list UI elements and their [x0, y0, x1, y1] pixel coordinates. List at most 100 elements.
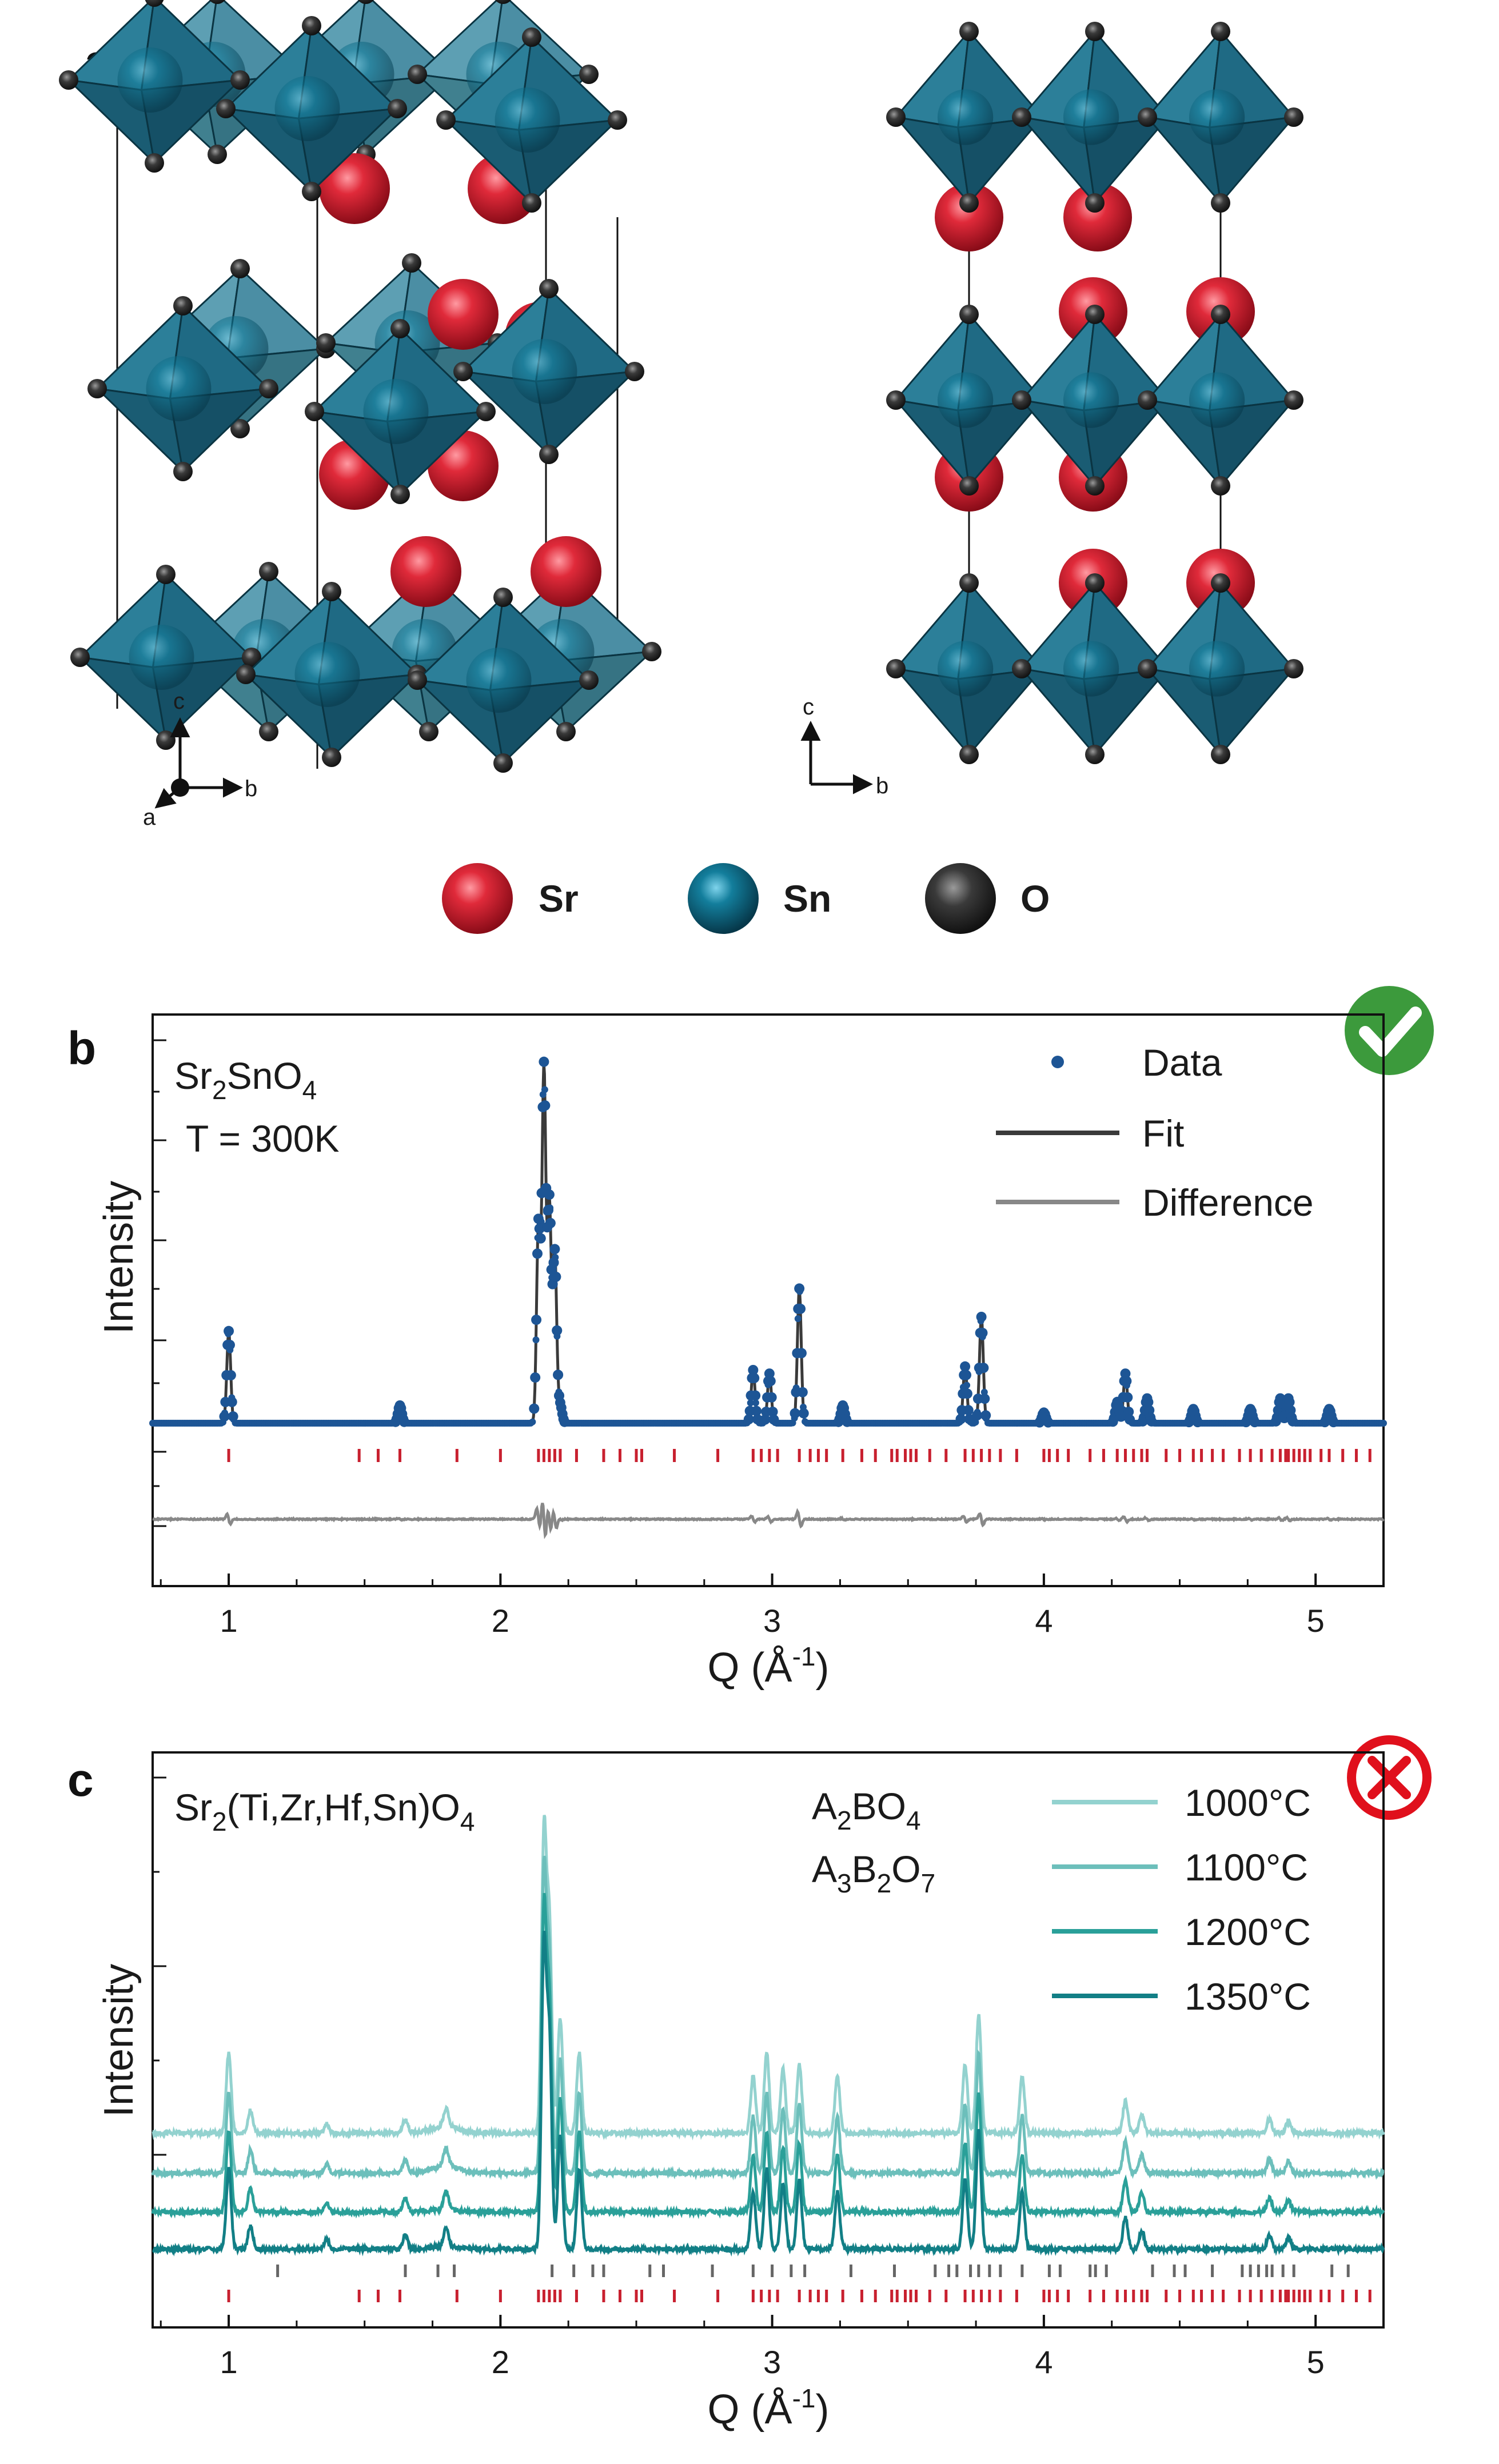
- panel-b-label: b: [67, 1023, 96, 1075]
- legend-data-label: Data: [1142, 1041, 1222, 1084]
- plot-c-formula: Sr2(Ti,Zr,Hf,Sn)O4: [174, 1786, 475, 1836]
- plot-c: 1 2 3 4 5: [151, 1776, 1385, 2380]
- plot-b-data-point: [979, 1393, 990, 1404]
- plot-b-data-point: [751, 1405, 762, 1416]
- plot-b-data-point: [796, 1348, 807, 1359]
- o-atom: [1211, 305, 1230, 324]
- plot-b-legend: Data Fit Difference: [996, 1041, 1314, 1224]
- plot-b-data-point: [559, 1416, 570, 1427]
- plot-b-data-point: [545, 1217, 556, 1228]
- plot-b-data-point: [797, 1387, 808, 1397]
- axes-triad-left: c b a: [143, 689, 257, 830]
- o-atom: [959, 305, 979, 324]
- sn-atom: [937, 89, 994, 145]
- plot-c-ylabel: Intensity: [96, 1964, 142, 2117]
- plot-b-xtick-label: 2: [492, 1603, 509, 1639]
- o-atom: [522, 27, 541, 47]
- o-atom: [316, 333, 336, 353]
- sn-atom: [146, 356, 212, 421]
- plot-b: 1 2 3 4 5: [149, 1039, 1387, 1639]
- plot-c-frame: [152, 1751, 1385, 2329]
- element-o-label: O: [1020, 877, 1050, 920]
- plot-b-data-point: [794, 1283, 805, 1294]
- o-atom: [230, 70, 250, 90]
- legend-1100c-label: 1100°C: [1185, 1846, 1308, 1888]
- o-atom: [259, 722, 278, 741]
- plot-b-data-point: [980, 1410, 991, 1421]
- o-atom: [390, 319, 410, 338]
- sn-atom: [294, 642, 360, 707]
- o-atom: [1284, 107, 1303, 127]
- o-atom: [608, 110, 627, 130]
- plot-c-xtick-label: 2: [492, 2344, 509, 2380]
- plot-c-xlabel: Q (Å-1): [708, 2383, 830, 2433]
- o-atom: [419, 722, 438, 741]
- plot-b-data-point: [795, 1303, 806, 1314]
- plot-b-data-point: [552, 1325, 563, 1336]
- plot-b-data-point: [767, 1407, 778, 1417]
- o-atom: [1211, 745, 1230, 764]
- o-atom: [556, 722, 576, 741]
- sn-atom: [363, 379, 429, 444]
- plot-b-data-point: [548, 1257, 559, 1268]
- plot-b-data-point: [543, 1205, 554, 1216]
- plot-b-data-point: [963, 1405, 974, 1416]
- sr-atom: [1063, 183, 1132, 251]
- o-atom: [305, 402, 324, 421]
- plot-c-series-1000°C: [152, 1815, 1385, 2141]
- sn-atom: [1189, 372, 1245, 428]
- o-atom: [539, 279, 559, 298]
- o-atom: [230, 419, 250, 438]
- plot-b-data-point: [752, 1414, 763, 1425]
- o-atom: [1085, 193, 1105, 213]
- plot-b-data-point: [747, 1399, 754, 1407]
- panel-c-label: c: [67, 1754, 94, 1806]
- o-atom: [302, 182, 321, 201]
- plot-b-data-point: [960, 1361, 971, 1372]
- plot-b-data-point: [226, 1396, 237, 1407]
- o-atom: [476, 402, 496, 421]
- sr-atom: [390, 536, 461, 607]
- plot-b-data-point: [964, 1413, 975, 1424]
- plot-b-xtick-label: 5: [1307, 1603, 1325, 1639]
- plot-b-data-point: [977, 1328, 988, 1339]
- plot-b-data-point: [540, 1100, 551, 1111]
- plot-b-data-point: [549, 1244, 560, 1255]
- o-atom: [1138, 390, 1157, 410]
- o-atom: [208, 145, 227, 164]
- o-atom: [886, 107, 906, 127]
- o-atom: [390, 485, 410, 504]
- plot-b-data-point: [976, 1312, 987, 1322]
- o-atom: [408, 65, 427, 84]
- plot-b-data-point: [1146, 1416, 1157, 1427]
- sn-atom: [1189, 89, 1245, 145]
- plot-b-xlabel: Q (Å-1): [708, 1642, 830, 1691]
- o-atom: [579, 670, 599, 690]
- crystal-structure-perspective: [59, 0, 661, 773]
- plot-b-xtick-label: 3: [763, 1603, 781, 1639]
- plot-b-difference-line: [152, 1503, 1385, 1539]
- plot-b-data-point: [553, 1369, 564, 1380]
- plot-b-data-point: [749, 1373, 760, 1384]
- o-atom: [230, 259, 250, 278]
- plot-b-data-point: [1287, 1416, 1298, 1427]
- o-atom: [1211, 22, 1230, 41]
- o-atom: [1138, 659, 1157, 678]
- plot-b-data-point: [529, 1403, 540, 1414]
- plot-b-data-point: [224, 1340, 235, 1351]
- plot-b-data-point: [541, 1086, 548, 1093]
- sn-atom: [1063, 641, 1119, 697]
- plot-b-data-point: [1122, 1392, 1133, 1403]
- plot-b-data-point: [766, 1392, 777, 1403]
- sn-atom-icon: [688, 863, 759, 934]
- legend-1350c-label: 1350°C: [1185, 1975, 1311, 2018]
- plot-b-data-point: [529, 1418, 536, 1425]
- plot-b-data-point: [531, 1315, 542, 1325]
- plot-b-data-point: [228, 1411, 238, 1422]
- plot-b-data-point: [1123, 1407, 1134, 1417]
- o-atom: [402, 253, 421, 273]
- o-atom: [1211, 573, 1230, 593]
- sn-atom: [1063, 89, 1119, 145]
- sn-atom: [512, 339, 577, 404]
